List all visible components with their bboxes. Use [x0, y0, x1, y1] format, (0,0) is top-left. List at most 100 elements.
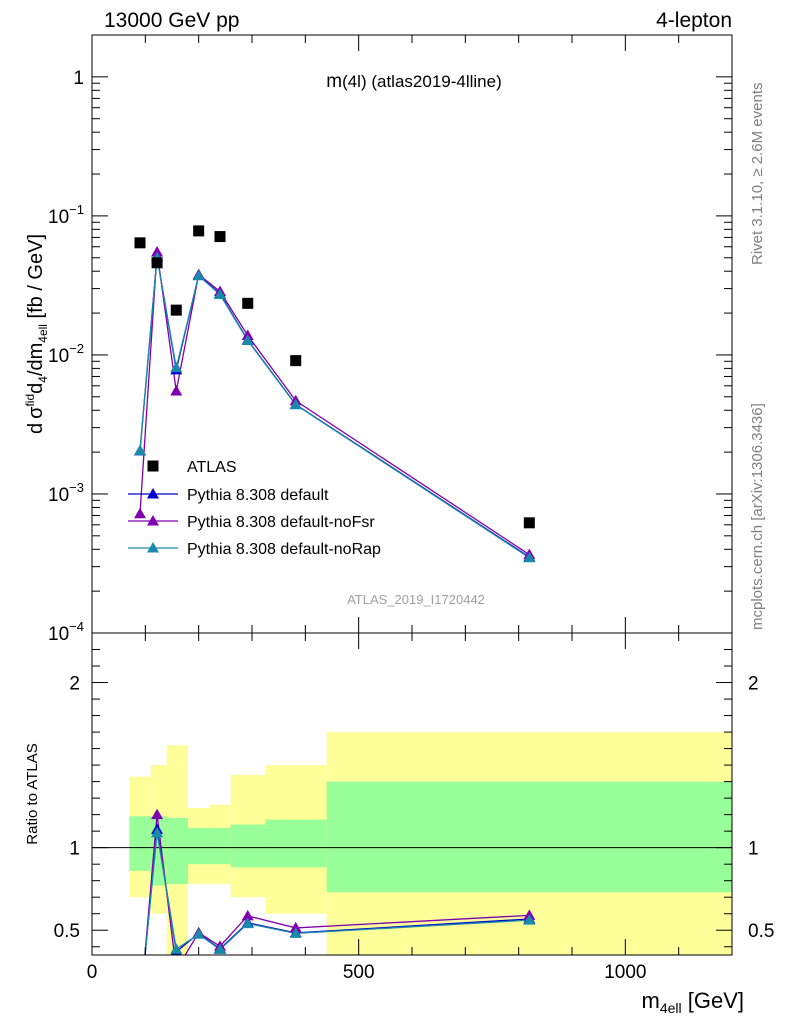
main-line-series-1	[139, 251, 530, 556]
main-line-series-0	[139, 256, 530, 558]
ratio-point-s1-1	[151, 808, 164, 820]
tick-exponent: −3	[69, 480, 84, 495]
main-point-s1-0	[134, 507, 146, 519]
main-point-s2-5	[241, 334, 254, 345]
ylabel-slash-dm: /dm	[25, 343, 47, 376]
ylabel-sigma: σ	[25, 406, 47, 419]
ratio-y-tick-label-right-2: 2	[748, 674, 759, 695]
plot-title-m: m	[326, 71, 342, 92]
x-tick-label-0: 0	[87, 962, 98, 983]
rivet-version-label: Rivet 3.1.10, ≥ 2.6M events	[749, 83, 766, 266]
ylabel-d4: d	[25, 383, 47, 394]
legend: ATLAS Pythia 8.308 default Pythia 8.308 de…	[128, 459, 381, 558]
main-y-tick-label-1: 10−3	[48, 480, 84, 506]
ratio-plot-series	[134, 808, 536, 1016]
main-y-tick-label-2: 10−2	[48, 341, 84, 367]
atlas-point-1	[151, 257, 163, 269]
inner-band-bin-6	[265, 819, 327, 868]
ylabel-d: d	[25, 423, 47, 434]
ratio-point-s2-2	[170, 943, 183, 954]
main-y-tick-label-3: 10−1	[48, 202, 84, 228]
ylabel-fid: fid	[23, 394, 37, 407]
atlas-point-3	[193, 225, 205, 237]
inner-band-bin-7	[326, 781, 732, 893]
header-process: 4-lepton	[656, 9, 732, 32]
tick-base: 10	[48, 346, 69, 367]
ratio-line-series-1	[144, 814, 530, 955]
legend-label-0: ATLAS	[187, 459, 237, 476]
ratio-point-s2-7	[523, 914, 536, 925]
ylabel-sub4: 4	[36, 376, 50, 383]
main-point-s1-1	[151, 245, 164, 257]
ratio-point-s2-0	[134, 1002, 146, 1013]
legend-label-2: Pythia 8.308 default-noFsr	[187, 514, 375, 531]
ylabel-unit: [fb / GeV]	[25, 234, 47, 324]
x-axis-label: m4ell [GeV]	[642, 988, 744, 1016]
tick-base: 10	[48, 485, 69, 506]
x-tick-label-1: 500	[343, 962, 375, 983]
legend-label-1: Pythia 8.308 default	[187, 487, 329, 504]
ratio-point-s2-3	[192, 928, 205, 939]
main-point-s2-0	[134, 444, 146, 456]
main-point-s2-2	[170, 361, 183, 373]
analysis-watermark: ATLAS_2019_I1720442	[347, 592, 485, 607]
xlabel-m: m	[642, 988, 660, 1013]
plot-title-paren: (4l)	[342, 72, 367, 91]
atlas-point-5	[242, 297, 254, 309]
inner-band-bin-5	[230, 824, 266, 868]
main-y-tick-label-0: 10−4	[48, 619, 84, 645]
main-plot-series	[134, 225, 536, 563]
atlas-point-0	[134, 237, 146, 249]
tick-exponent: −2	[69, 341, 84, 356]
tick-exponent: −4	[69, 619, 84, 634]
inner-band-bin-0	[129, 816, 151, 871]
main-line-series-2	[139, 257, 530, 559]
legend-marker-3	[147, 542, 159, 553]
ratio-y-axis-label: Ratio to ATLAS	[24, 743, 41, 844]
ratio-y-tick-label-left-1: 1	[69, 839, 80, 860]
ratio-point-s1-0	[134, 1005, 146, 1016]
legend-marker-2	[147, 515, 159, 526]
ratio-y-tick-label-right-0: 0.5	[748, 921, 774, 942]
main-point-s2-4	[214, 288, 226, 300]
inner-band-bin-4	[209, 827, 231, 865]
main-y-tick-label-4: 1	[73, 68, 84, 89]
plot-title: m(4l) (atlas2019-4lline)	[326, 71, 502, 92]
ratio-uncertainty-bands	[129, 732, 732, 955]
atlas-point-2	[170, 304, 182, 316]
plot-title-rest: (atlas2019-4lline)	[367, 72, 502, 91]
legend-marker-1	[147, 488, 159, 499]
ratio-point-s0-0	[134, 1002, 146, 1013]
x-tick-label-2: 1000	[604, 962, 646, 983]
ratio-point-s2-6	[289, 927, 302, 938]
header-energy: 13000 GeV pp	[104, 9, 239, 32]
tick-base: 1	[73, 68, 84, 89]
tick-exponent: −1	[69, 202, 84, 217]
tick-base: 10	[48, 207, 69, 228]
inner-band-bin-2	[166, 817, 188, 884]
atlas-point-7	[523, 517, 535, 529]
ratio-point-s1-5	[241, 909, 254, 921]
mcplots-label: mcplots.cern.ch [arXiv:1306.3436]	[749, 403, 766, 630]
legend-label-3: Pythia 8.308 default-noRap	[187, 541, 381, 558]
main-point-s2-6	[289, 398, 302, 410]
main-point-s1-2	[170, 385, 183, 396]
ylabel-sub-4ell: 4ell	[36, 324, 50, 343]
ratio-y-tick-label-right-1: 1	[748, 839, 759, 860]
ratio-line-series-2	[144, 832, 530, 955]
ratio-point-s2-4	[214, 943, 226, 955]
main-point-s2-3	[192, 269, 205, 281]
ratio-y-tick-label-left-2: 2	[69, 674, 80, 695]
atlas-point-6	[290, 355, 302, 367]
inner-band-bin-3	[188, 827, 210, 865]
tick-base: 10	[48, 624, 69, 645]
main-point-s2-7	[523, 551, 536, 563]
ratio-point-s1-6	[289, 921, 302, 933]
ratio-y-tick-label-left-0: 0.5	[54, 921, 80, 942]
ratio-point-s2-5	[241, 917, 254, 929]
ratio-point-s1-2	[170, 964, 182, 975]
xlabel-sub: 4ell	[660, 1000, 682, 1016]
atlas-point-4	[214, 231, 226, 243]
